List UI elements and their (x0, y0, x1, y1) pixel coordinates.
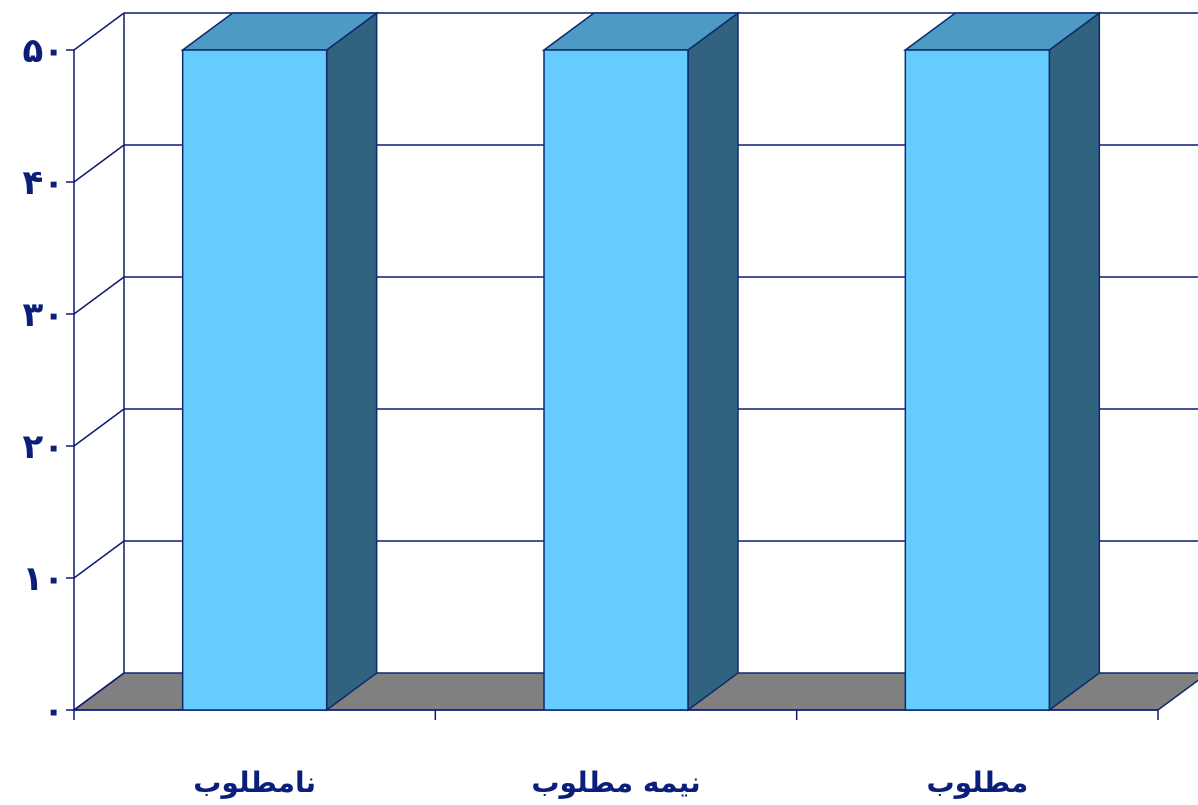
y-tick-label: ۴٠ (22, 163, 64, 203)
bar-front (181, 49, 328, 711)
bar-2 (903, 11, 1102, 712)
y-tick-label: ٠ (43, 691, 64, 731)
y-tick-label: ۵٠ (22, 31, 64, 71)
bar-side (1048, 11, 1101, 712)
y-tick-label: ١٠ (22, 559, 64, 599)
y-tick-labels: ٠ ١٠ ٢٠ ٣٠ ۴٠ ۵٠ (22, 31, 64, 731)
wall-diagonal-0 (73, 672, 125, 711)
category-label: نامطلوب (193, 766, 316, 799)
wall-diagonal-20 (73, 408, 125, 447)
category-label: نیمه مطلوب (531, 766, 700, 799)
wall-diagonal-50 (73, 12, 125, 51)
bars (180, 11, 1102, 712)
wall-diagonal-40 (73, 144, 125, 183)
category-label: مطلوب (926, 766, 1028, 799)
bar-1 (541, 11, 741, 712)
category-labels: نامطلوب نیمه مطلوب مطلوب (193, 766, 1028, 799)
bar-0 (180, 11, 379, 712)
bar-front (904, 49, 1051, 711)
bar-side (325, 11, 378, 712)
wall-diagonal-30 (73, 276, 125, 315)
bar-front (543, 49, 689, 711)
bar-side (687, 11, 739, 712)
y-tick-label: ٢٠ (22, 427, 64, 467)
y-tick-label: ٣٠ (22, 295, 64, 335)
wall-diagonal-10 (73, 540, 125, 579)
